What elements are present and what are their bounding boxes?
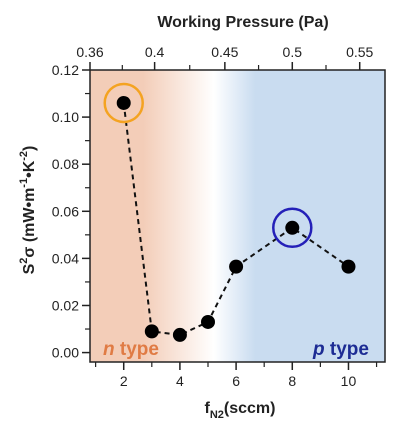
y-tick-label: 0.06 <box>52 203 79 219</box>
data-point <box>341 259 356 274</box>
x-tick-label: 8 <box>288 373 296 389</box>
x-tick-label: 4 <box>176 373 184 389</box>
p-type-label: p type <box>312 339 369 360</box>
data-point <box>201 314 215 329</box>
top-tick-label: 0.5 <box>283 44 303 60</box>
data-point <box>285 220 300 235</box>
n-type-label: n type <box>103 339 159 360</box>
y-axis-title: S2σ (mW•m-1•K-2) <box>18 146 38 275</box>
top-tick-label: 0.4 <box>145 44 165 60</box>
top-axis-title: Working Pressure (Pa) <box>157 14 328 31</box>
data-point <box>172 327 187 342</box>
y-tick-label: 0.00 <box>52 345 79 361</box>
data-point <box>229 259 244 274</box>
plot-background <box>90 70 385 362</box>
x-axis-title: fN2(sccm) <box>205 400 276 421</box>
y-tick-label: 0.02 <box>52 297 79 313</box>
y-tick-label: 0.04 <box>52 250 79 266</box>
data-point <box>144 324 159 339</box>
plot-frame <box>89 69 386 363</box>
highlight-circle <box>103 82 144 124</box>
highlight-circle <box>272 207 313 249</box>
x-tick-label: 10 <box>341 373 357 389</box>
y-tick-label: 0.08 <box>52 156 79 172</box>
y-tick-label: 0.12 <box>52 62 79 78</box>
x-tick-label: 2 <box>120 373 128 389</box>
top-tick-label: 0.36 <box>76 44 103 60</box>
top-tick-label: 0.45 <box>211 44 238 60</box>
top-tick-label: 0.55 <box>346 44 373 60</box>
data-point <box>116 95 131 110</box>
x-tick-label: 6 <box>232 373 240 389</box>
y-tick-label: 0.10 <box>52 109 79 125</box>
